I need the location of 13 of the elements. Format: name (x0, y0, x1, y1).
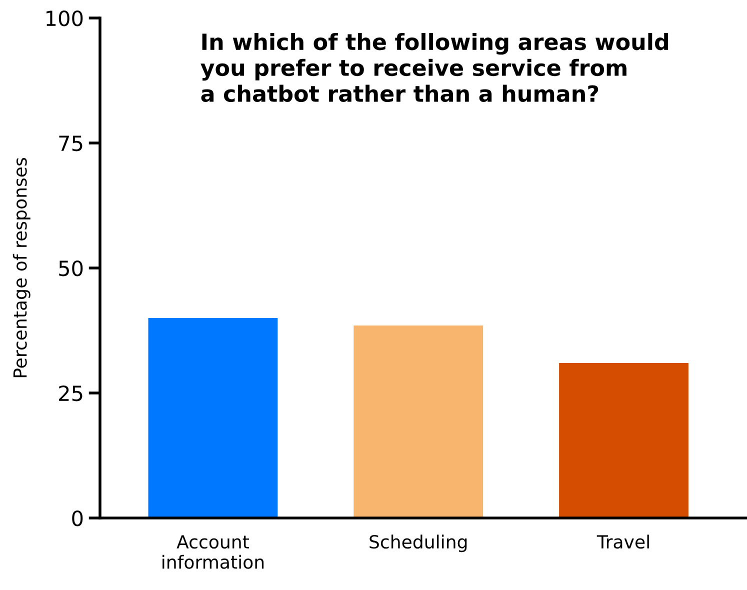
x-tick-label: Travel (596, 534, 649, 549)
y-tick-label: 0 (72, 510, 83, 526)
x-tick-label: Scheduling (370, 534, 467, 552)
y-tick-label: 75 (59, 136, 82, 152)
bar (148, 318, 278, 518)
x-tick-label: Account information (162, 535, 264, 569)
y-tick-label: 25 (59, 385, 82, 402)
text: In which of the following areas would you prefer to receive service from a chatbot rather than a human? (200, 33, 668, 102)
y-tick-label: 50 (59, 260, 83, 276)
y-tick-label: 100 (46, 10, 83, 26)
bar (559, 363, 688, 518)
bar (354, 326, 484, 518)
y-axis-title: Percentage of responses (12, 158, 30, 378)
